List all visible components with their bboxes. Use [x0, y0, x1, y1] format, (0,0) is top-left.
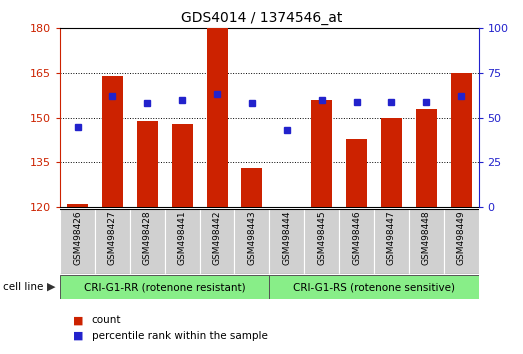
Text: GSM498444: GSM498444: [282, 211, 291, 266]
Bar: [137, 121, 158, 207]
Bar: [451, 73, 472, 207]
Text: CRI-G1-RS (rotenone sensitive): CRI-G1-RS (rotenone sensitive): [293, 282, 455, 292]
Bar: [304, 209, 339, 274]
Bar: [130, 209, 165, 274]
Text: GSM498441: GSM498441: [178, 211, 187, 266]
Bar: [269, 275, 479, 299]
Text: GSM498445: GSM498445: [317, 211, 326, 266]
Bar: [339, 209, 374, 274]
Text: ▶: ▶: [47, 282, 55, 292]
Text: cell line: cell line: [3, 282, 43, 292]
Bar: [60, 275, 269, 299]
Bar: [165, 209, 200, 274]
Bar: [67, 204, 88, 207]
Bar: [444, 209, 479, 274]
Text: GSM498443: GSM498443: [247, 211, 256, 266]
Bar: [269, 209, 304, 274]
Bar: [311, 100, 332, 207]
Text: ■: ■: [73, 331, 84, 341]
Bar: [374, 209, 409, 274]
Text: GSM498426: GSM498426: [73, 211, 82, 266]
Bar: [409, 209, 444, 274]
Text: GSM498446: GSM498446: [352, 211, 361, 266]
Text: percentile rank within the sample: percentile rank within the sample: [92, 331, 267, 341]
Bar: [242, 169, 263, 207]
Text: count: count: [92, 315, 121, 325]
Bar: [60, 209, 95, 274]
Bar: [416, 109, 437, 207]
Bar: [381, 118, 402, 207]
Text: GSM498448: GSM498448: [422, 211, 431, 266]
Bar: [200, 209, 234, 274]
Text: ■: ■: [73, 315, 84, 325]
Text: CRI-G1-RR (rotenone resistant): CRI-G1-RR (rotenone resistant): [84, 282, 246, 292]
Bar: [95, 209, 130, 274]
Text: GDS4014 / 1374546_at: GDS4014 / 1374546_at: [181, 11, 342, 25]
Text: GSM498442: GSM498442: [212, 211, 222, 266]
Bar: [346, 138, 367, 207]
Bar: [102, 76, 123, 207]
Text: GSM498449: GSM498449: [457, 211, 465, 266]
Bar: [207, 1, 228, 207]
Text: GSM498428: GSM498428: [143, 211, 152, 266]
Text: GSM498427: GSM498427: [108, 211, 117, 266]
Bar: [234, 209, 269, 274]
Bar: [172, 124, 192, 207]
Text: GSM498447: GSM498447: [387, 211, 396, 266]
